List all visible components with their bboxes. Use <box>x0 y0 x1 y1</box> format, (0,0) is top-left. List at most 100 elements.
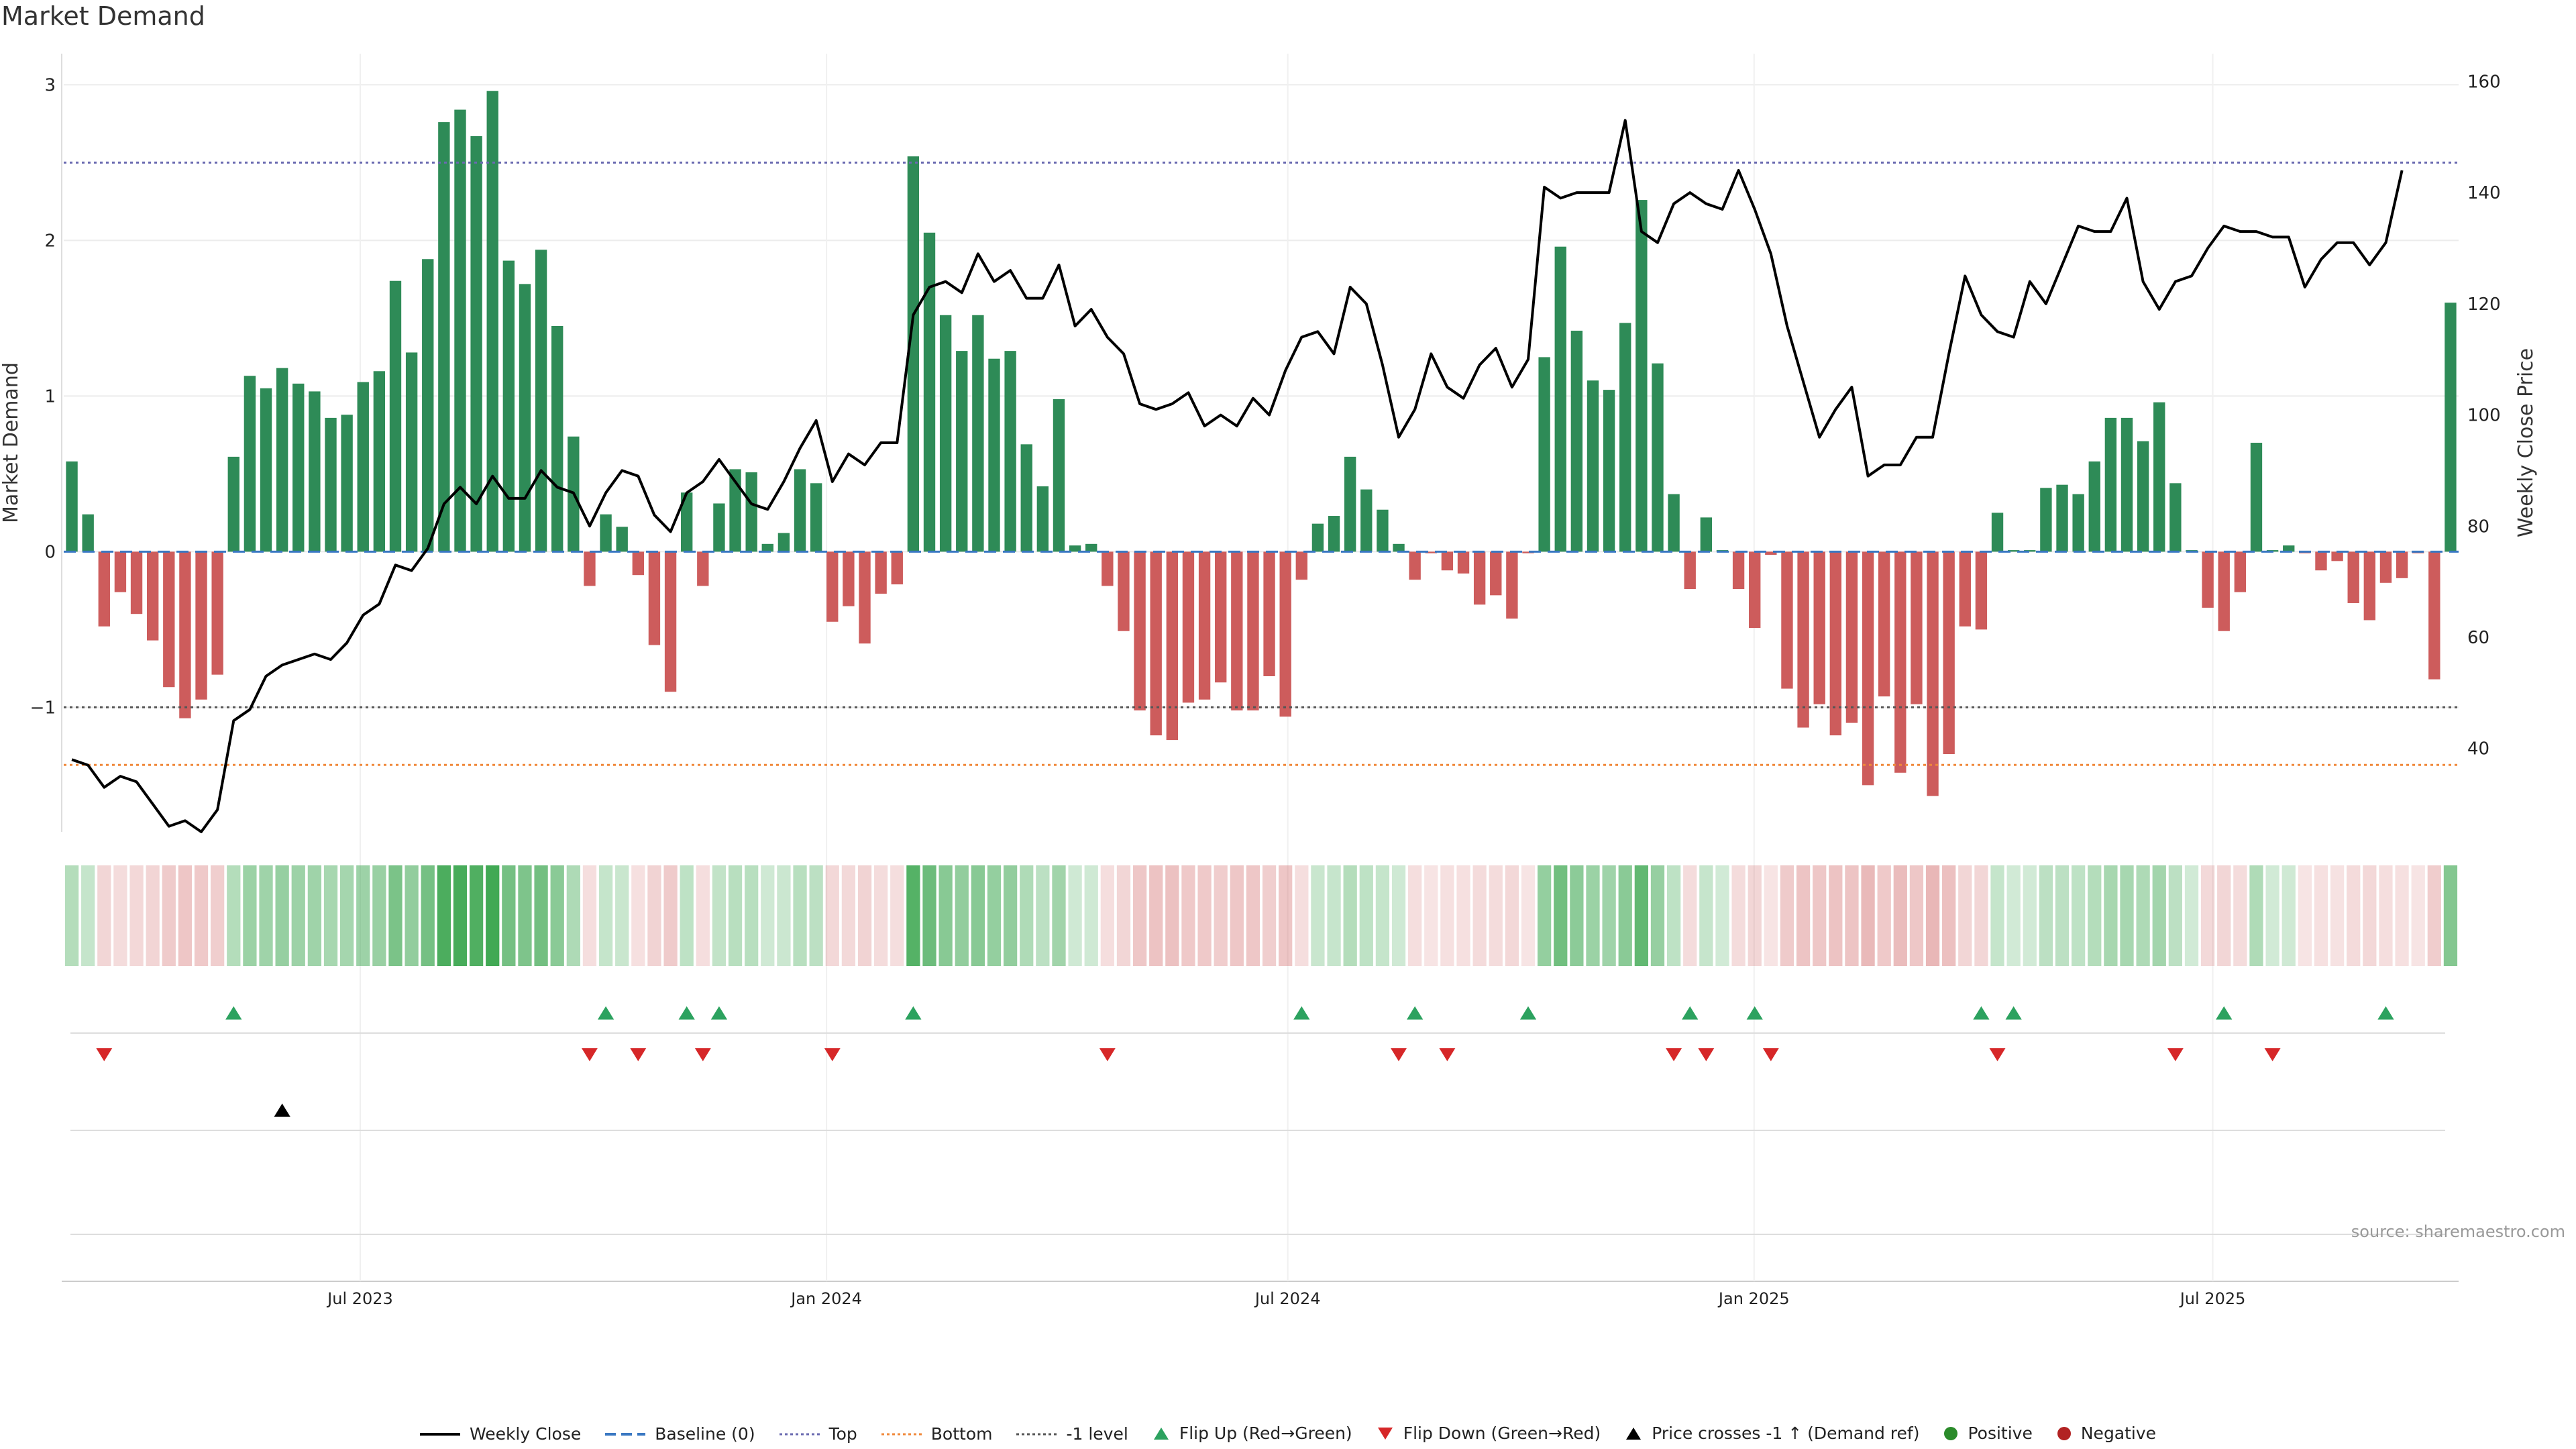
demand-heat-cell <box>857 865 872 966</box>
flip-up-marker <box>1682 1006 1699 1020</box>
demand-heat-cell <box>1909 865 1924 966</box>
demand-bar <box>66 461 78 552</box>
demand-bar <box>2137 441 2149 552</box>
demand-heat-cell <box>97 865 111 966</box>
demand-heat-cell <box>1116 865 1131 966</box>
chart-title: Market Demand <box>1 1 205 31</box>
demand-bar <box>1554 246 1566 552</box>
demand-heat-cell <box>938 865 953 966</box>
demand-bar <box>2056 484 2068 552</box>
x-tick-label: Jul 2025 <box>2179 1289 2246 1308</box>
demand-heat-cell <box>1990 865 2004 966</box>
demand-heat-cell <box>211 865 225 966</box>
demand-bar <box>648 551 661 645</box>
demand-heat-cell <box>323 865 338 966</box>
demand-bar <box>1053 399 1065 552</box>
demand-heat-cell <box>1748 865 1762 966</box>
demand-bar <box>1441 551 1454 571</box>
flip-down-marker <box>1439 1048 1456 1061</box>
demand-heat-cell <box>987 865 1002 966</box>
demand-bar <box>1927 551 1939 796</box>
demand-heat-cell <box>1764 865 1778 966</box>
demand-bar <box>616 527 628 552</box>
demand-heat-cell <box>339 865 354 966</box>
demand-bar <box>2234 551 2247 592</box>
demand-bar <box>2072 494 2084 552</box>
demand-bar <box>2363 551 2376 621</box>
demand-bar <box>519 284 531 552</box>
demand-bar <box>486 91 498 552</box>
flip-up-marker <box>1973 1006 1990 1020</box>
legend-item: Top <box>779 1424 857 1444</box>
demand-heat-cell <box>1214 865 1228 966</box>
demand-heat-cell <box>2184 865 2199 966</box>
demand-bar <box>1118 551 1130 631</box>
demand-bar <box>502 260 515 552</box>
demand-heat-cell <box>2088 865 2102 966</box>
demand-bar <box>454 109 466 552</box>
flip-down-marker <box>1698 1048 1715 1061</box>
demand-heat-cell <box>178 865 193 966</box>
demand-heat-cell <box>2330 865 2345 966</box>
demand-bar <box>1538 357 1550 552</box>
demand-heat-cell <box>761 865 775 966</box>
demand-heat-cell <box>874 865 888 966</box>
flip-down-marker <box>1762 1048 1779 1061</box>
flip-up-marker <box>1407 1006 1424 1020</box>
demand-bar <box>2250 443 2263 552</box>
demand-bar <box>1845 551 1858 723</box>
demand-heat-cell <box>2249 865 2263 966</box>
demand-bar <box>211 551 223 675</box>
legend-label: Flip Up (Red→Green) <box>1179 1424 1352 1443</box>
flip-down-marker <box>2167 1048 2184 1061</box>
demand-heat-cell <box>1343 865 1357 966</box>
price-cross-marker <box>274 1104 290 1117</box>
demand-heat-cell <box>2411 865 2425 966</box>
demand-heat-cell <box>1699 865 1713 966</box>
demand-heat-cell <box>1570 865 1584 966</box>
demand-heat-cell <box>1472 865 1487 966</box>
demand-heat-cell <box>1327 865 1341 966</box>
demand-bar <box>843 551 855 606</box>
demand-bar <box>146 551 159 641</box>
flip-up-marker <box>597 1006 614 1020</box>
demand-bar <box>745 472 757 552</box>
demand-bar <box>405 352 418 552</box>
demand-heat-cell <box>793 865 807 966</box>
demand-bar <box>1943 551 1955 754</box>
demand-heat-cell <box>825 865 839 966</box>
legend-item: Baseline (0) <box>605 1424 755 1444</box>
flip-down-marker <box>2264 1048 2281 1061</box>
demand-heat-cell <box>1246 865 1260 966</box>
demand-heat-cell <box>1100 865 1114 966</box>
demand-bar <box>777 533 790 552</box>
demand-heat-cell <box>1796 865 1811 966</box>
x-tick-label: Jan 2025 <box>1717 1289 1790 1308</box>
demand-bar <box>2428 551 2440 680</box>
y2-axis-label: Weekly Close Price <box>2514 348 2538 537</box>
demand-bar <box>939 315 952 552</box>
demand-bar <box>875 551 887 594</box>
demand-bar <box>2331 551 2343 561</box>
flip-up-marker <box>1746 1006 1763 1020</box>
legend-label: Price crosses -1 ↑ (Demand ref) <box>1652 1424 1920 1443</box>
demand-heat-cell <box>1813 865 1827 966</box>
demand-heat-cell <box>566 865 580 966</box>
demand-heat-cell <box>2427 865 2441 966</box>
demand-heat-cell <box>777 865 791 966</box>
y-tick-label: −1 <box>30 698 56 718</box>
flip-down-marker <box>694 1048 711 1061</box>
demand-bar <box>227 456 239 552</box>
demand-heat-cell <box>712 865 727 966</box>
demand-bar <box>1198 551 1211 700</box>
demand-heat-cell <box>2314 865 2328 966</box>
demand-bar <box>389 280 402 552</box>
demand-heat-cell <box>1359 865 1373 966</box>
demand-heat-cell <box>1974 865 1988 966</box>
flip-down-marker <box>96 1048 113 1061</box>
y-tick-label: 0 <box>44 542 56 562</box>
demand-heat-cell <box>1829 865 1843 966</box>
demand-heat-cell <box>2039 865 2053 966</box>
demand-bar <box>794 469 806 552</box>
